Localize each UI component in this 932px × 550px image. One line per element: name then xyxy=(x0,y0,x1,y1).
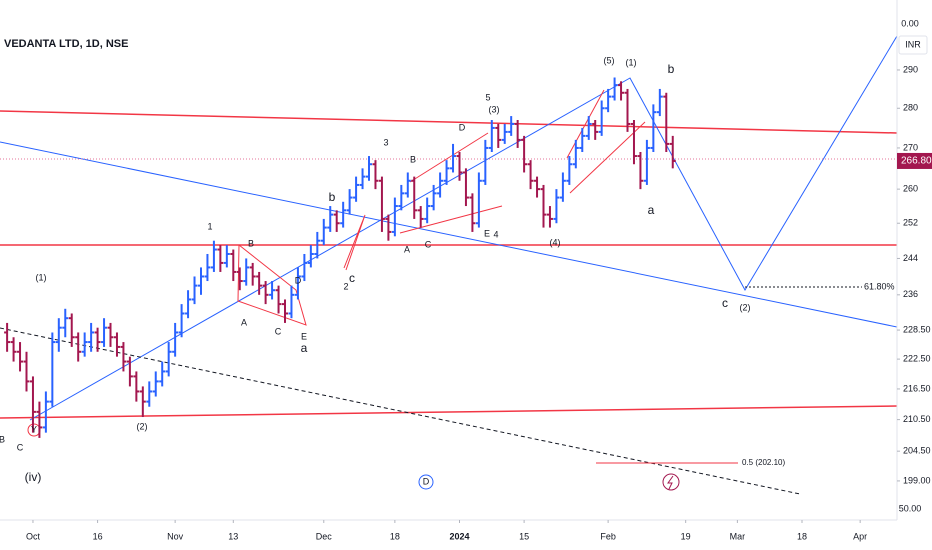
last-price-tag xyxy=(897,152,932,169)
trend-line xyxy=(0,141,898,328)
wave-label: B xyxy=(0,434,5,444)
y-tick-label: 216.50 xyxy=(903,383,931,393)
x-tick-label: Mar xyxy=(730,531,746,541)
chart-title: VEDANTA LTD, 1D, NSE xyxy=(4,38,128,50)
wave-label: C xyxy=(425,239,432,249)
wave-label: (1) xyxy=(36,272,47,282)
scale-top-label: 0.00 xyxy=(901,18,919,28)
y-tick-label: 260 xyxy=(903,184,918,194)
x-tick-label: Feb xyxy=(600,531,616,541)
wave-label: a xyxy=(301,341,308,355)
wave-label: (1) xyxy=(626,57,637,67)
trend-line xyxy=(0,405,898,419)
fib-label: 0.5 (202.10) xyxy=(742,458,785,467)
wave-path xyxy=(29,35,898,421)
last-price-label: 266.80 xyxy=(901,156,932,167)
wave-label: (2) xyxy=(137,421,148,431)
wedge xyxy=(343,214,366,271)
wave-label: C xyxy=(275,326,282,336)
wave-label: b xyxy=(668,62,675,76)
y-tick-label: 280 xyxy=(903,103,918,113)
wave-label: A xyxy=(241,317,247,327)
price-axis xyxy=(897,0,932,550)
channel xyxy=(569,121,646,194)
currency-box[interactable] xyxy=(898,35,928,55)
wave-label: E xyxy=(484,228,490,238)
wave-label: B xyxy=(410,154,416,164)
wave-label: 5 xyxy=(485,92,490,102)
wave-label: 4 xyxy=(493,229,498,239)
x-tick-label: Dec xyxy=(316,531,333,541)
y-tick-label: 290 xyxy=(903,64,918,74)
trend-line xyxy=(0,110,898,134)
x-tick-label: Apr xyxy=(853,531,867,541)
y-tick-label: 228.50 xyxy=(903,324,931,334)
fib-label: 61.80% ( xyxy=(864,281,900,291)
wave-label: Y xyxy=(31,424,37,434)
wave-label: A xyxy=(404,244,410,254)
x-tick-label: 19 xyxy=(681,531,691,541)
wave-label: (3) xyxy=(489,104,500,114)
drawings xyxy=(0,35,898,495)
wave-label: D xyxy=(423,476,430,486)
wave-label: (4) xyxy=(550,237,561,247)
wave-label: (5) xyxy=(604,55,615,65)
x-tick-label: 18 xyxy=(797,531,807,541)
wave-label: 3 xyxy=(383,137,388,147)
channel xyxy=(399,205,503,234)
wave-label: C xyxy=(17,442,24,452)
scale-bottom-label: 50.00 xyxy=(899,503,922,513)
y-tick-label: 236 xyxy=(903,289,918,299)
wave-label: (2) xyxy=(740,302,751,312)
wave-label: b xyxy=(329,190,336,204)
y-tick-label: 199.00 xyxy=(903,475,931,485)
x-tick-label: Oct xyxy=(26,531,41,541)
y-tick-label: 244 xyxy=(903,253,918,263)
wave-label: a xyxy=(648,203,655,217)
triangle xyxy=(237,244,307,326)
trend-line xyxy=(0,327,801,495)
wave-label: B xyxy=(248,238,254,248)
x-tick-label: 18 xyxy=(390,531,400,541)
event-icon[interactable] xyxy=(418,474,434,490)
wave-label: D xyxy=(295,275,302,285)
time-axis xyxy=(0,520,932,550)
y-tick-label: 222.50 xyxy=(903,353,931,363)
wave-label: c xyxy=(722,296,728,310)
y-tick-label: 252 xyxy=(903,218,918,228)
axes: 290 280 270 260 252 244 236 228.50 222.50 216.50 2… xyxy=(26,64,932,541)
lightning xyxy=(667,475,674,490)
channel xyxy=(566,89,605,159)
channel xyxy=(409,132,489,183)
wave-label: 1 xyxy=(207,221,212,231)
x-tick-label: 15 xyxy=(519,531,529,541)
wave-label: (iv) xyxy=(25,470,42,484)
candles xyxy=(4,77,676,438)
x-tick-label: Nov xyxy=(167,531,184,541)
x-tick-label: 13 xyxy=(228,531,238,541)
currency: INR xyxy=(905,39,921,49)
event-icon[interactable] xyxy=(662,473,680,491)
x-tick-label: 2024 xyxy=(449,531,469,541)
x-tick-label: 16 xyxy=(93,531,103,541)
y-tick-label: 270 xyxy=(903,142,918,152)
wave-label: 2 xyxy=(343,281,348,291)
y-tick-label: 204.50 xyxy=(903,446,931,456)
wave-label: E xyxy=(301,331,307,341)
y-tick-label: 210.50 xyxy=(903,414,931,424)
wave-label: D xyxy=(459,122,466,132)
wave-label: c xyxy=(349,271,355,285)
